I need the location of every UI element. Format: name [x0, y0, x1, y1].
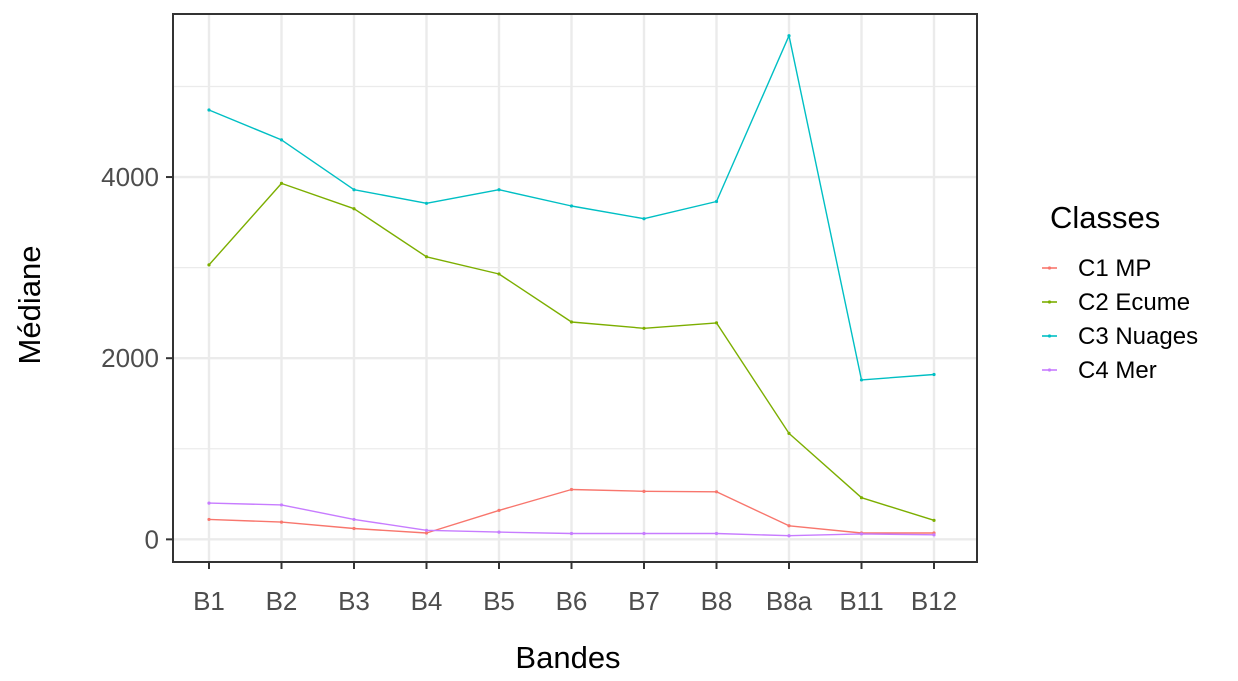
data-point — [569, 487, 574, 492]
data-point — [497, 508, 501, 512]
data-point — [497, 530, 501, 534]
data-point — [642, 326, 646, 330]
data-point — [352, 188, 356, 192]
legend-item: C3 Nuages — [1042, 323, 1198, 350]
data-point — [424, 528, 429, 532]
data-point — [424, 201, 429, 205]
data-point — [787, 431, 791, 435]
legend-item: C2 Ecume — [1042, 289, 1190, 316]
data-point — [279, 503, 284, 507]
data-point — [932, 533, 936, 537]
data-point — [497, 272, 501, 276]
legend-key-point — [1047, 334, 1052, 338]
data-point — [352, 517, 356, 522]
data-point — [714, 531, 719, 536]
data-point — [932, 372, 936, 377]
x-tick-label: B1 — [193, 586, 225, 616]
data-point — [787, 534, 791, 538]
data-point — [207, 108, 211, 112]
x-tick-label: B7 — [628, 586, 660, 616]
legend-title: Classes — [1050, 200, 1160, 235]
x-tick-labels: B1 B2 B3 B4 B5 B6 B7 B8 B8a B11 B12 — [193, 586, 957, 616]
data-point — [787, 34, 791, 38]
data-point — [207, 517, 211, 522]
legend-key-point — [1047, 368, 1052, 372]
data-point — [497, 188, 501, 192]
data-point — [714, 199, 719, 204]
legend-label: C3 Nuages — [1078, 323, 1198, 350]
legend-label: C2 Ecume — [1078, 289, 1190, 316]
data-point — [932, 518, 936, 522]
x-tick-label: B8a — [766, 586, 813, 616]
x-axis-title: Bandes — [515, 640, 620, 675]
legend: Classes C1 MP C2 Ecume C3 Nuages C4 Mer — [1042, 200, 1198, 384]
data-point — [787, 524, 791, 528]
y-tick-labels: 0 2000 4000 — [101, 162, 159, 554]
data-point — [424, 531, 429, 535]
plot-panel-border — [172, 13, 978, 563]
data-point — [642, 489, 646, 493]
data-point — [207, 501, 211, 505]
data-point — [714, 321, 719, 325]
legend-key-point — [1047, 300, 1052, 304]
legend-item: C4 Mer — [1042, 357, 1157, 384]
x-tick-label: B2 — [266, 586, 298, 616]
x-tick-label: B6 — [556, 586, 588, 616]
data-point — [714, 490, 719, 494]
y-tick-label: 4000 — [101, 162, 159, 192]
data-point — [569, 320, 574, 324]
legend-key-point — [1047, 266, 1052, 270]
data-point — [642, 531, 646, 536]
data-point — [279, 138, 284, 142]
series-layer — [207, 34, 936, 538]
y-tick-label: 0 — [145, 524, 159, 554]
legend-item: C1 MP — [1042, 255, 1151, 282]
x-tick-label: B11 — [839, 586, 883, 616]
x-tick-label: B4 — [411, 586, 443, 616]
x-tick-label: B3 — [338, 586, 370, 616]
grid-major — [173, 14, 977, 562]
grid-minor — [173, 85, 977, 450]
legend-items: C1 MP C2 Ecume C3 Nuages C4 Mer — [1042, 255, 1198, 384]
x-tick-label: B8 — [701, 586, 733, 616]
data-point — [859, 532, 864, 536]
data-point — [569, 204, 574, 208]
legend-label: C4 Mer — [1078, 357, 1157, 384]
data-point — [352, 207, 356, 211]
data-point — [207, 263, 211, 267]
data-point — [352, 526, 356, 531]
x-tick-label: B12 — [911, 586, 957, 616]
x-tick-label: B5 — [483, 586, 515, 616]
data-point — [424, 255, 429, 259]
data-point — [642, 217, 646, 221]
y-axis-title: Médiane — [12, 246, 47, 365]
legend-label: C1 MP — [1078, 255, 1151, 282]
data-point — [569, 531, 574, 536]
data-point — [859, 378, 864, 382]
data-point — [279, 181, 284, 185]
axis-ticks — [166, 176, 935, 569]
data-point — [859, 496, 864, 500]
y-tick-label: 2000 — [101, 343, 159, 373]
data-point — [279, 520, 284, 524]
